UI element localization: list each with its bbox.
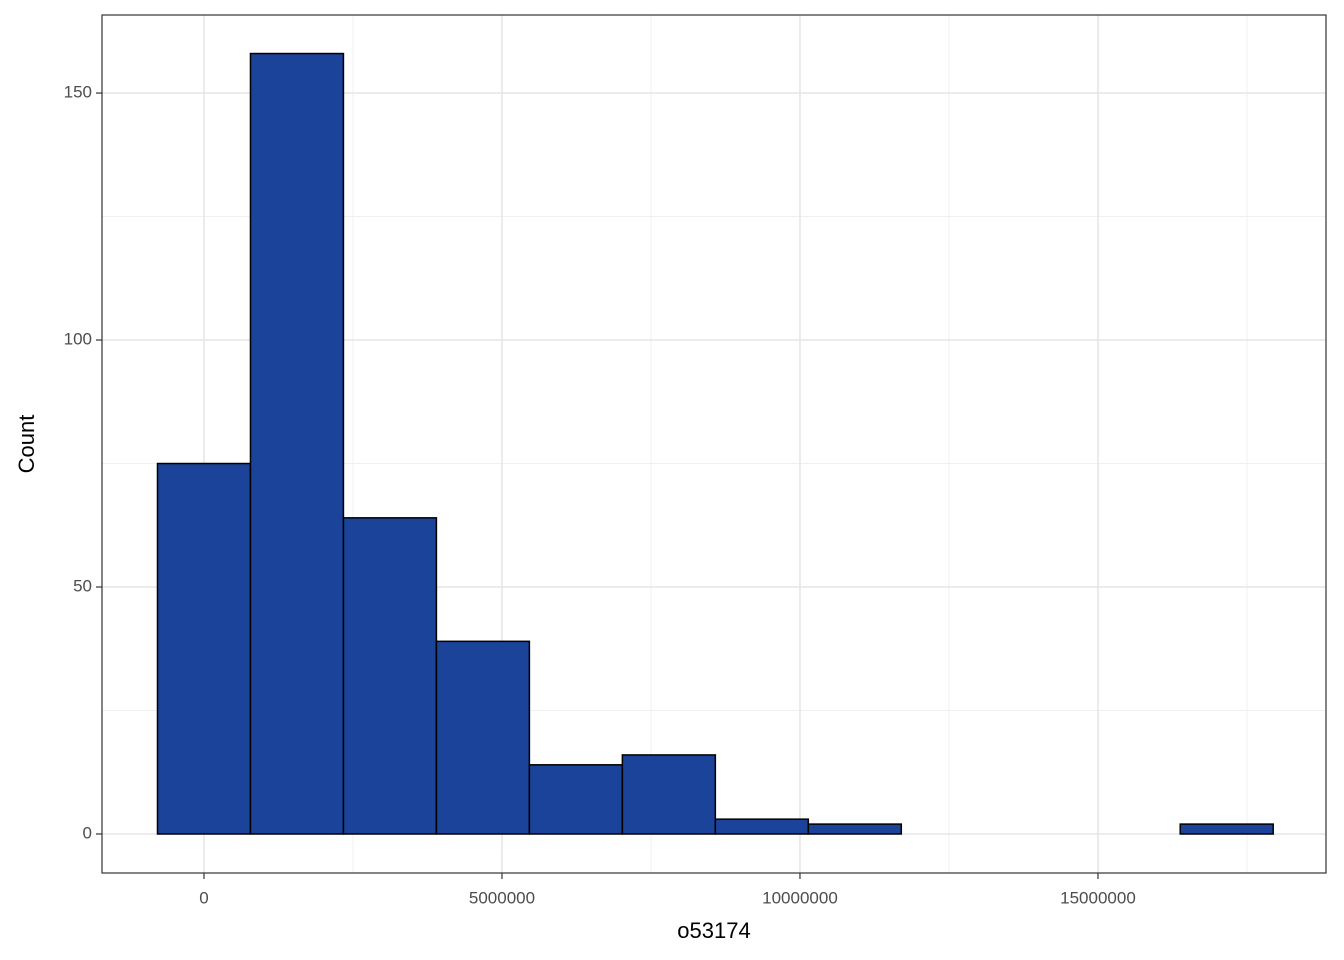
y-tick-label: 50 bbox=[73, 576, 92, 595]
bar bbox=[342, 517, 438, 835]
x-tick-label: 10000000 bbox=[762, 888, 838, 907]
x-tick-label: 0 bbox=[199, 888, 208, 907]
bar bbox=[714, 818, 810, 835]
bar bbox=[249, 52, 345, 835]
y-tick-label: 0 bbox=[83, 823, 92, 842]
bar bbox=[528, 764, 624, 835]
x-tick-label: 5000000 bbox=[469, 888, 535, 907]
y-axis-title: Count bbox=[14, 415, 39, 474]
bar bbox=[621, 754, 717, 835]
x-axis-title: o53174 bbox=[677, 918, 750, 943]
bar bbox=[1179, 823, 1274, 835]
y-tick-label: 150 bbox=[64, 83, 92, 102]
bar bbox=[156, 462, 252, 835]
bar bbox=[435, 640, 531, 835]
y-tick-label: 100 bbox=[64, 330, 92, 349]
bar bbox=[807, 823, 903, 835]
x-tick-label: 15000000 bbox=[1060, 888, 1136, 907]
panel-border bbox=[101, 14, 1327, 874]
